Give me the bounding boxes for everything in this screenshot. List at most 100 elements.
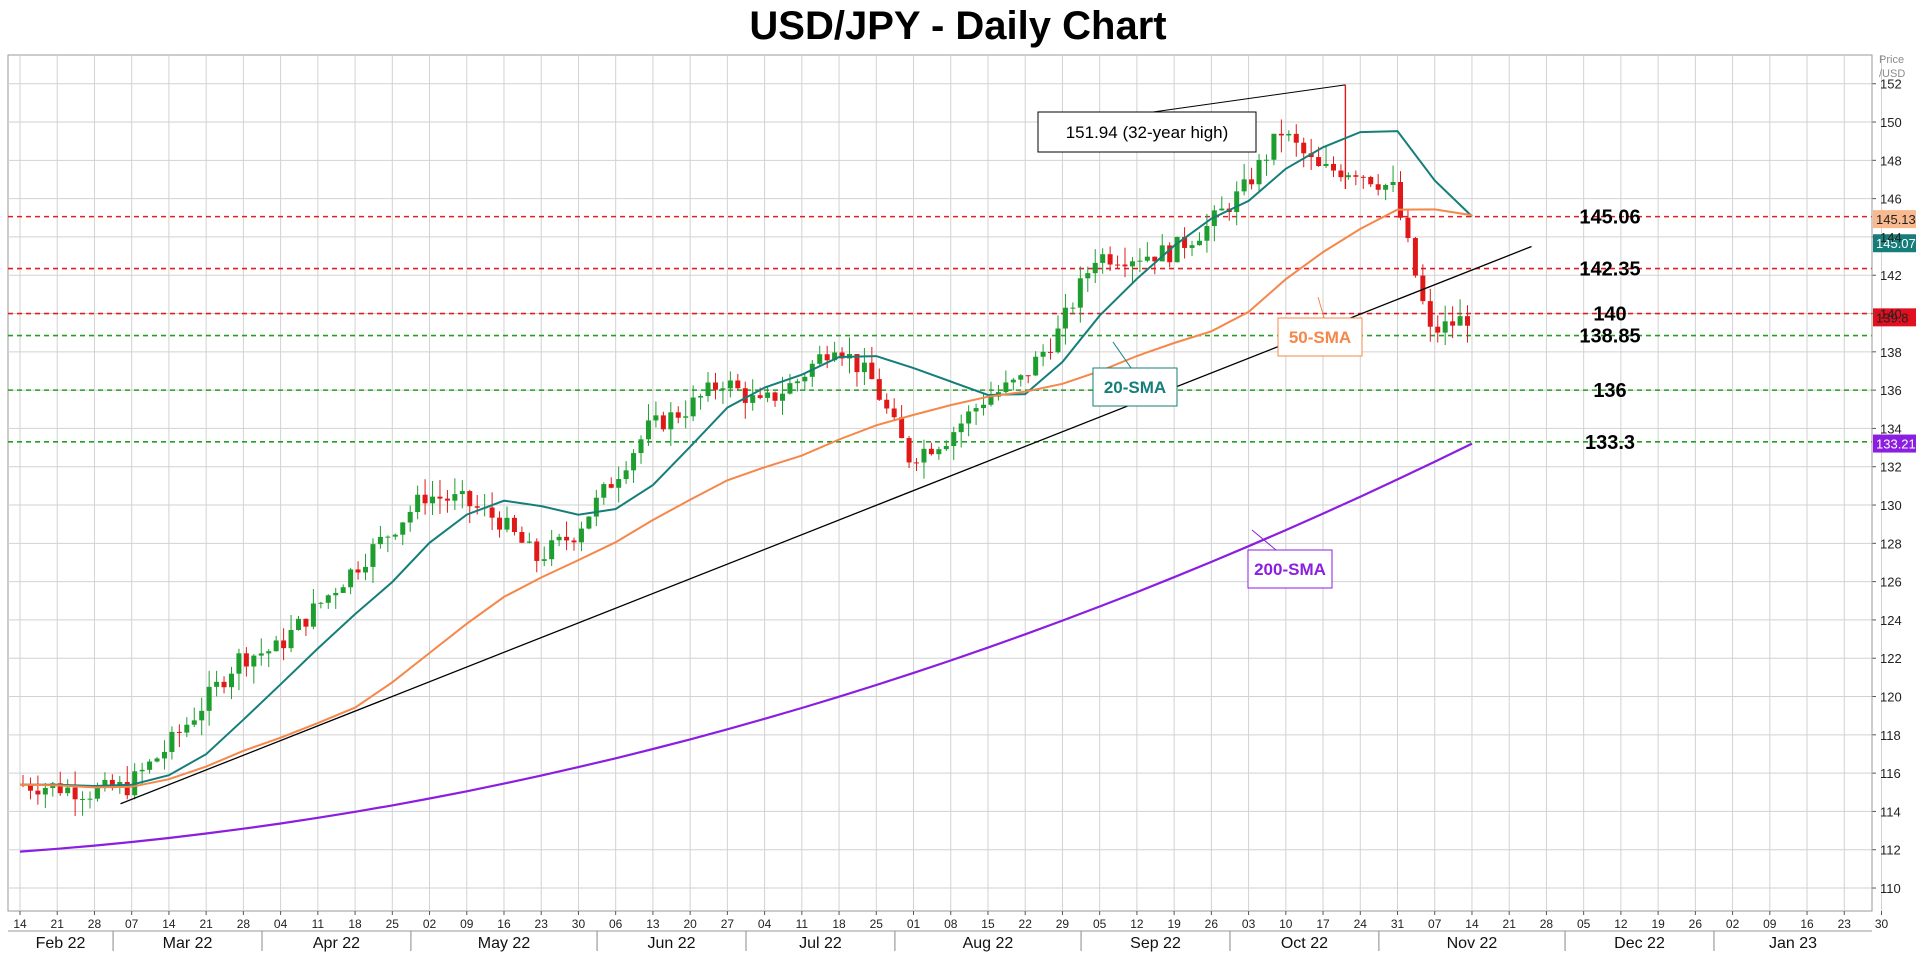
x-tick-label: 29 (1056, 917, 1070, 931)
x-tick-label: 02 (423, 917, 437, 931)
x-tick-label: 24 (1354, 917, 1368, 931)
x-tick-label: 31 (1391, 917, 1405, 931)
candle-body (385, 536, 391, 538)
candle-body (988, 396, 994, 405)
candle-body (87, 798, 93, 800)
candle-body (824, 354, 830, 361)
candle-body (958, 423, 964, 433)
candle-body (645, 420, 651, 440)
candle-body (869, 362, 875, 380)
x-tick-label: 17 (1316, 917, 1330, 931)
grid (8, 55, 1882, 911)
x-tick-label: 09 (1763, 917, 1777, 931)
candle-body (668, 412, 674, 430)
candle-body (102, 779, 108, 788)
y-tick-label: 120 (1880, 690, 1902, 705)
candle-body (221, 681, 227, 688)
candle-body (1427, 301, 1433, 327)
candle-body (154, 758, 160, 762)
x-tick-label: 30 (572, 917, 586, 931)
candle-body (303, 618, 309, 627)
x-tick-label: 14 (13, 917, 27, 931)
candle-body (690, 397, 696, 417)
candle-body (1405, 217, 1411, 239)
price-tag-label: 133.21 (1876, 437, 1916, 452)
candle-body (27, 785, 33, 791)
candle-body (884, 399, 890, 409)
x-tick-label: 30 (1875, 917, 1889, 931)
candle-body (765, 392, 771, 398)
price-tag-label: 145.07 (1876, 236, 1916, 251)
candle-body (593, 497, 599, 517)
y-tick-label: 148 (1880, 153, 1902, 168)
x-tick-label: 28 (88, 917, 102, 931)
candle-body (1100, 254, 1106, 263)
x-tick-label: 12 (1130, 917, 1144, 931)
candle-body (236, 653, 242, 674)
candle-body (660, 415, 666, 430)
candle-body (586, 516, 592, 529)
candle-body (742, 388, 748, 403)
candle-body (467, 491, 473, 507)
level-label: 136 (1593, 380, 1626, 402)
candle-body (1055, 328, 1061, 353)
y-tick-label: 140 (1880, 307, 1902, 322)
month-label: Apr 22 (313, 935, 360, 952)
price-tag (1873, 308, 1916, 327)
candle-body (42, 787, 48, 795)
plot-frame (7, 54, 1873, 912)
candle-body (1189, 245, 1195, 248)
candle-body (1174, 236, 1180, 263)
candle-body (1144, 256, 1150, 261)
candle-body (1152, 256, 1158, 262)
price-tag-label: 139.8 (1876, 310, 1909, 325)
x-tick-label: 14 (1465, 917, 1479, 931)
candle-body (698, 396, 704, 398)
candle-body (1196, 240, 1202, 246)
candle-body (928, 448, 934, 455)
x-tick-label: 13 (646, 917, 660, 931)
candle-body (474, 506, 480, 508)
candle-body (1412, 238, 1418, 276)
candle-body (348, 569, 354, 588)
price-tag (1873, 434, 1916, 453)
candle-body (1338, 170, 1344, 178)
x-axis: 14 21 28 07 14 21 28 04 11 18 25 02 09 16 23 30 06 13 20 27… (8, 911, 1888, 952)
candle-body (1219, 208, 1225, 211)
candle-body (1033, 356, 1039, 376)
candle-body (184, 724, 190, 733)
candle-body (608, 484, 614, 488)
chart-title: USD/JPY - Daily Chart (749, 4, 1167, 48)
y-tick-label: 138 (1880, 345, 1902, 360)
candle-body (1025, 375, 1031, 377)
candle-body (1375, 184, 1381, 190)
x-tick-label: 27 (721, 917, 735, 931)
candle-body (1465, 316, 1471, 326)
candle-body (1010, 379, 1016, 383)
y-tick-label: 132 (1880, 460, 1902, 475)
x-tick-label: 19 (1167, 917, 1181, 931)
x-tick-label: 25 (870, 917, 884, 931)
candle-body (147, 761, 153, 770)
candle-body (437, 496, 443, 499)
candle-body (1137, 260, 1143, 262)
x-tick-label: 14 (162, 917, 176, 931)
y-tick-label: 110 (1880, 881, 1901, 896)
candle-body (1398, 182, 1404, 218)
candle-body (1085, 273, 1091, 279)
candle-body (169, 731, 175, 752)
y-tick-label: 128 (1880, 536, 1902, 551)
candle-body (1234, 191, 1240, 213)
y-tick-label: 112 (1880, 843, 1901, 858)
x-tick-label: 03 (1242, 917, 1256, 931)
candle-body (430, 496, 436, 504)
candle-body (459, 491, 465, 495)
x-tick-label: 21 (1503, 917, 1517, 931)
candle-body (415, 494, 421, 513)
month-label: Jun 22 (648, 935, 696, 952)
candle-body (497, 517, 503, 530)
candle-body (199, 710, 205, 721)
candle-body (951, 432, 957, 447)
candle-body (511, 517, 517, 533)
